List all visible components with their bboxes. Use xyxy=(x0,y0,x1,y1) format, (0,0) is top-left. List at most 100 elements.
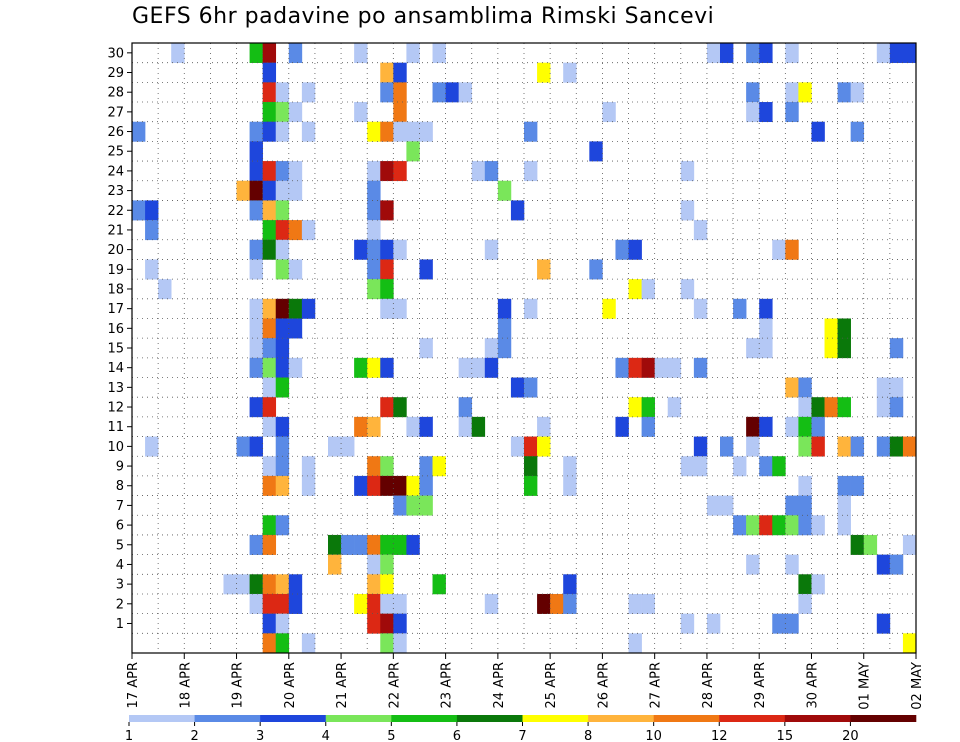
heatmap-cell xyxy=(746,82,760,103)
heatmap-cell xyxy=(249,574,263,595)
heatmap-cell xyxy=(693,456,708,477)
heatmap-cell xyxy=(876,436,891,457)
heatmap-cell xyxy=(262,220,277,241)
heatmap-cell xyxy=(524,475,538,496)
heatmap-cell xyxy=(380,475,394,496)
legend-label: 5 xyxy=(387,729,395,742)
heatmap-cell xyxy=(367,475,381,496)
y-tick-label: 25 xyxy=(107,145,124,160)
heatmap-cell xyxy=(746,416,760,437)
heatmap-cell xyxy=(733,456,747,477)
heatmap-cell xyxy=(380,259,394,280)
y-tick-label: 7 xyxy=(116,499,124,514)
y-tick-label: 10 xyxy=(107,440,124,455)
heatmap-cell xyxy=(471,161,486,182)
heatmap-cell xyxy=(497,338,512,359)
heatmap-cell xyxy=(262,318,277,339)
heatmap-cell xyxy=(275,82,290,103)
y-tick-label: 22 xyxy=(107,204,124,219)
heatmap-cell xyxy=(275,633,290,654)
heatmap-cell xyxy=(158,279,172,300)
heatmap-cell xyxy=(628,397,642,418)
heatmap-cell xyxy=(759,456,773,477)
heatmap-cell xyxy=(275,121,290,142)
heatmap-cell xyxy=(249,318,263,339)
heatmap-cell xyxy=(380,534,394,555)
y-tick-label: 24 xyxy=(107,164,124,179)
x-tick-label: 25 APR xyxy=(544,662,559,708)
heatmap-cell xyxy=(432,456,446,477)
heatmap-cell xyxy=(706,43,721,63)
legend-swatch xyxy=(391,715,458,722)
heatmap-cell xyxy=(824,397,838,418)
heatmap-cell xyxy=(785,416,799,437)
heatmap-cell xyxy=(615,239,629,260)
heatmap-cell xyxy=(393,239,407,260)
legend-label: 12 xyxy=(711,729,728,742)
heatmap-cell xyxy=(798,515,812,536)
heatmap-cell xyxy=(262,613,277,634)
heatmap-cell xyxy=(537,436,551,457)
heatmap-cell xyxy=(889,43,904,63)
heatmap-cell xyxy=(262,416,277,437)
heatmap-cell xyxy=(236,180,250,201)
heatmap-cell xyxy=(458,82,473,103)
heatmap-cell xyxy=(746,554,760,575)
heatmap-cell xyxy=(510,377,525,398)
heatmap-cell xyxy=(759,102,773,123)
heatmap-cell xyxy=(393,534,407,555)
heatmap-cell xyxy=(785,239,799,260)
legend-swatch xyxy=(325,715,392,722)
heatmap-cell xyxy=(759,298,773,319)
heatmap-cell xyxy=(301,475,316,496)
heatmap-cell xyxy=(262,456,277,477)
heatmap-cell xyxy=(641,397,655,418)
heatmap-cell xyxy=(262,397,277,418)
heatmap-cell xyxy=(262,82,277,103)
heatmap-cell xyxy=(288,318,303,339)
y-tick-label: 1 xyxy=(116,617,124,632)
heatmap-cell xyxy=(654,357,669,378)
heatmap-cell xyxy=(706,495,721,516)
legend-label: 20 xyxy=(842,729,859,742)
heatmap-cell xyxy=(249,239,263,260)
heatmap-cell xyxy=(275,239,290,260)
heatmap-cell xyxy=(249,338,263,359)
heatmap-cell xyxy=(341,436,355,457)
legend-swatch xyxy=(588,715,654,722)
heatmap-cell xyxy=(223,574,237,595)
heatmap-cell xyxy=(563,593,577,614)
heatmap-cell xyxy=(393,62,407,83)
heatmap-cell xyxy=(798,495,812,516)
heatmap-cell xyxy=(275,357,290,378)
y-tick-label: 16 xyxy=(107,322,124,337)
heatmap-cell xyxy=(275,456,290,477)
legend-label: 15 xyxy=(777,729,794,742)
heatmap-cell xyxy=(471,416,486,437)
heatmap-cell xyxy=(693,298,708,319)
heatmap-cell xyxy=(262,298,277,319)
legend-swatch xyxy=(260,715,327,722)
heatmap-cell xyxy=(746,43,760,63)
heatmap-cell xyxy=(537,62,551,83)
heatmap-cell xyxy=(354,43,368,63)
heatmap-cell xyxy=(837,436,851,457)
legend-swatch xyxy=(850,715,917,722)
heatmap-cell xyxy=(759,515,773,536)
heatmap-cell xyxy=(524,298,538,319)
heatmap-cell xyxy=(419,416,433,437)
heatmap-cell xyxy=(785,495,799,516)
heatmap-cell xyxy=(275,220,290,241)
heatmap-cell xyxy=(432,43,446,63)
heatmap-cell xyxy=(380,397,394,418)
x-tick-label: 21 APR xyxy=(335,662,350,708)
x-tick-label: 27 APR xyxy=(649,662,664,708)
heatmap-cell xyxy=(380,593,394,614)
heatmap-cell xyxy=(733,515,747,536)
heatmap-cell xyxy=(262,161,277,182)
heatmap-cell xyxy=(759,43,773,63)
y-tick-label: 2 xyxy=(116,597,124,612)
heatmap-cell xyxy=(902,436,917,457)
heatmap-cell xyxy=(367,357,381,378)
y-tick-label: 29 xyxy=(107,66,124,81)
